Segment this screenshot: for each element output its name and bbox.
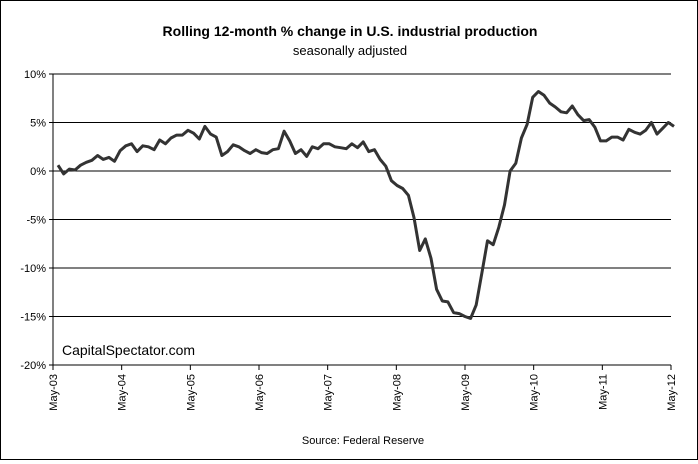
x-tick-label: May-09 — [460, 374, 472, 411]
x-axis-ticks: May-03 May-04 May-05 May-06 May-07 May-08 May-… — [48, 365, 678, 411]
source-note: Source: Federal Reserve — [302, 435, 424, 447]
y-tick-label: -10% — [20, 263, 46, 275]
gridlines — [52, 73, 671, 366]
x-tick-label: May-08 — [391, 374, 403, 411]
x-tick-label: May-12 — [666, 374, 678, 411]
x-tick-label: May-10 — [529, 374, 541, 411]
chart-title: Rolling 12-month % change in U.S. indust… — [163, 23, 538, 39]
y-tick-label: -5% — [26, 215, 46, 227]
watermark: CapitalSpectator.com — [62, 342, 195, 358]
x-tick-label: May-11 — [597, 374, 609, 410]
x-tick-label: May-07 — [323, 374, 335, 411]
x-tick-label: May-05 — [185, 374, 197, 411]
y-tick-label: 0% — [30, 166, 46, 178]
y-tick-label: 10% — [24, 69, 46, 81]
x-tick-label: May-04 — [117, 374, 129, 411]
x-tick-label: May-03 — [48, 374, 60, 411]
y-tick-label: -15% — [20, 312, 46, 324]
chart-subtitle: seasonally adjusted — [293, 43, 407, 58]
x-tick-label: May-06 — [254, 374, 266, 411]
y-tick-label: 5% — [30, 118, 46, 130]
y-tick-label: -20% — [20, 360, 46, 372]
series-line — [56, 90, 675, 320]
y-axis-ticks: 10% 5% 0% -5% -10% -15% -20% — [20, 69, 53, 372]
